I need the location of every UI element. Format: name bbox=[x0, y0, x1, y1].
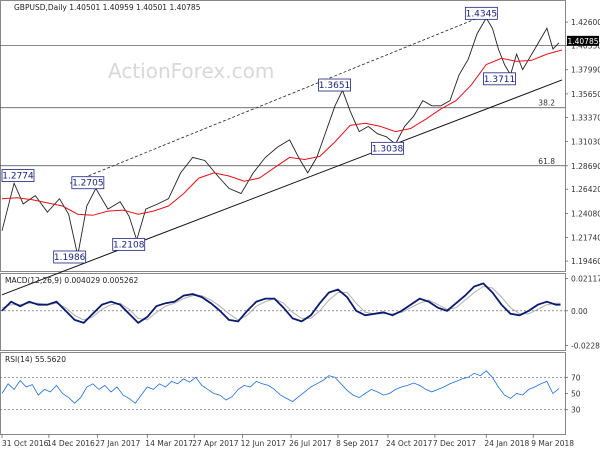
level-label-1.3651: 1.3651 bbox=[319, 81, 351, 91]
level-box-1.2705 bbox=[71, 176, 105, 190]
fib-label-38.2: 38.2 bbox=[538, 99, 555, 108]
rsi-tick-label-30: 30 bbox=[571, 406, 581, 415]
x-tick-label-4: 27 Apr 2017 bbox=[192, 439, 239, 448]
price-tick-label-1.42600: 1.42600 bbox=[571, 18, 600, 27]
level-label-1.2774: 1.2774 bbox=[2, 172, 34, 182]
moving-average-series bbox=[1, 49, 563, 216]
price-title: GBPUSD,Daily 1.40501 1.40959 1.40501 1.4… bbox=[14, 3, 201, 12]
level-label-1.2108: 1.2108 bbox=[113, 240, 145, 250]
level-box-1.1986 bbox=[53, 250, 87, 264]
price-tick-label-1.31030: 1.31030 bbox=[571, 138, 600, 147]
x-tick-label-3: 14 Mar 2017 bbox=[145, 439, 193, 448]
rsi-title: RSI(14) 55.5620 bbox=[5, 355, 66, 364]
price-lines bbox=[1, 12, 563, 296]
level-box-1.3711 bbox=[483, 72, 516, 86]
x-tick-label-6: 26 Jul 2017 bbox=[289, 439, 332, 448]
x-tick-label-8: 24 Oct 2017 bbox=[386, 439, 433, 448]
macd-signal-series bbox=[1, 285, 561, 321]
macd-layer bbox=[0, 282, 565, 325]
price-panel-border bbox=[0, 0, 566, 272]
price-levels: 38.2 61.8 bbox=[0, 45, 565, 167]
channel-upper-line bbox=[69, 12, 490, 184]
macd-title: MACD(12,26,9) 0.004029 0.005262 bbox=[5, 276, 139, 285]
fib-label-61.8: 61.8 bbox=[538, 157, 555, 166]
price-tick-label-1.28690: 1.28690 bbox=[571, 162, 600, 171]
x-tick-label-5: 12 Jun 2017 bbox=[241, 439, 286, 448]
macd-panel-border bbox=[0, 273, 566, 351]
level-box-1.3651 bbox=[318, 78, 351, 92]
x-tick-label-1: 14 Dec 2016 bbox=[47, 439, 95, 448]
level-label-1.3711: 1.3711 bbox=[484, 75, 516, 85]
price-tick-label-1.24080: 1.24080 bbox=[571, 209, 600, 218]
macd-tick-label-0.02117: 0.02117 bbox=[571, 275, 600, 284]
price-annotations: 1.4345 1.3651 1.3711 1.3038 1.2774 1.2705 1.21… bbox=[1, 6, 516, 264]
price-series bbox=[1, 17, 560, 256]
price-tick-label-1.19460: 1.19460 bbox=[571, 257, 600, 266]
rsi-axis: 70 50 30 bbox=[565, 373, 581, 415]
watermark: ActionForex.com bbox=[108, 59, 274, 83]
price-tick-label-1.37990: 1.37990 bbox=[571, 66, 600, 75]
rsi-layer bbox=[0, 370, 565, 411]
price-axis: 1.42600 1.40330 1.37990 1.35650 1.33370 1.310… bbox=[565, 18, 600, 266]
rsi-series bbox=[1, 370, 560, 404]
macd-tick-label--0.02285: -0.02285 bbox=[571, 342, 600, 351]
level-label-1.3038: 1.3038 bbox=[372, 144, 404, 154]
level-box-1.4345 bbox=[464, 6, 498, 20]
channel-lower-line bbox=[1, 79, 563, 296]
level-label-1.1986: 1.1986 bbox=[54, 253, 86, 263]
x-tick-label-0: 31 Oct 2016 bbox=[2, 439, 49, 448]
current-price-marker: 1.40785 bbox=[567, 35, 599, 46]
price-tick-label-1.21740: 1.21740 bbox=[571, 234, 600, 243]
macd-axis: 0.02117 0.00 -0.02285 bbox=[565, 275, 600, 351]
macd-series bbox=[1, 282, 561, 325]
rsi-tick-label-70: 70 bbox=[571, 373, 581, 382]
x-tick-label-11: 9 Mar 2018 bbox=[531, 439, 574, 448]
price-tick-label-1.40330: 1.40330 bbox=[571, 42, 600, 51]
x-tick-label-7: 8 Sep 2017 bbox=[336, 439, 379, 448]
x-tick-label-9: 7 Dec 2017 bbox=[433, 439, 476, 448]
level-label-1.4345: 1.4345 bbox=[466, 9, 498, 19]
price-tick-label-1.26420: 1.26420 bbox=[571, 185, 600, 194]
price-tick-label-1.35650: 1.35650 bbox=[571, 90, 600, 99]
x-tick-label-10: 24 Jan 2018 bbox=[484, 439, 529, 448]
current-price-box bbox=[567, 35, 599, 46]
rsi-tick-label-50: 50 bbox=[571, 390, 581, 399]
level-label-1.2705: 1.2705 bbox=[72, 179, 104, 189]
level-box-1.3038 bbox=[371, 141, 404, 155]
price-tick-label-1.33370: 1.33370 bbox=[571, 113, 600, 122]
macd-tick-label-0.00: 0.00 bbox=[571, 307, 588, 316]
level-box-1.2774 bbox=[1, 169, 35, 182]
current-price-label: 1.40785 bbox=[567, 37, 598, 46]
x-tick-label-2: 27 Jan 2017 bbox=[95, 439, 140, 448]
level-box-1.2108 bbox=[112, 237, 146, 251]
